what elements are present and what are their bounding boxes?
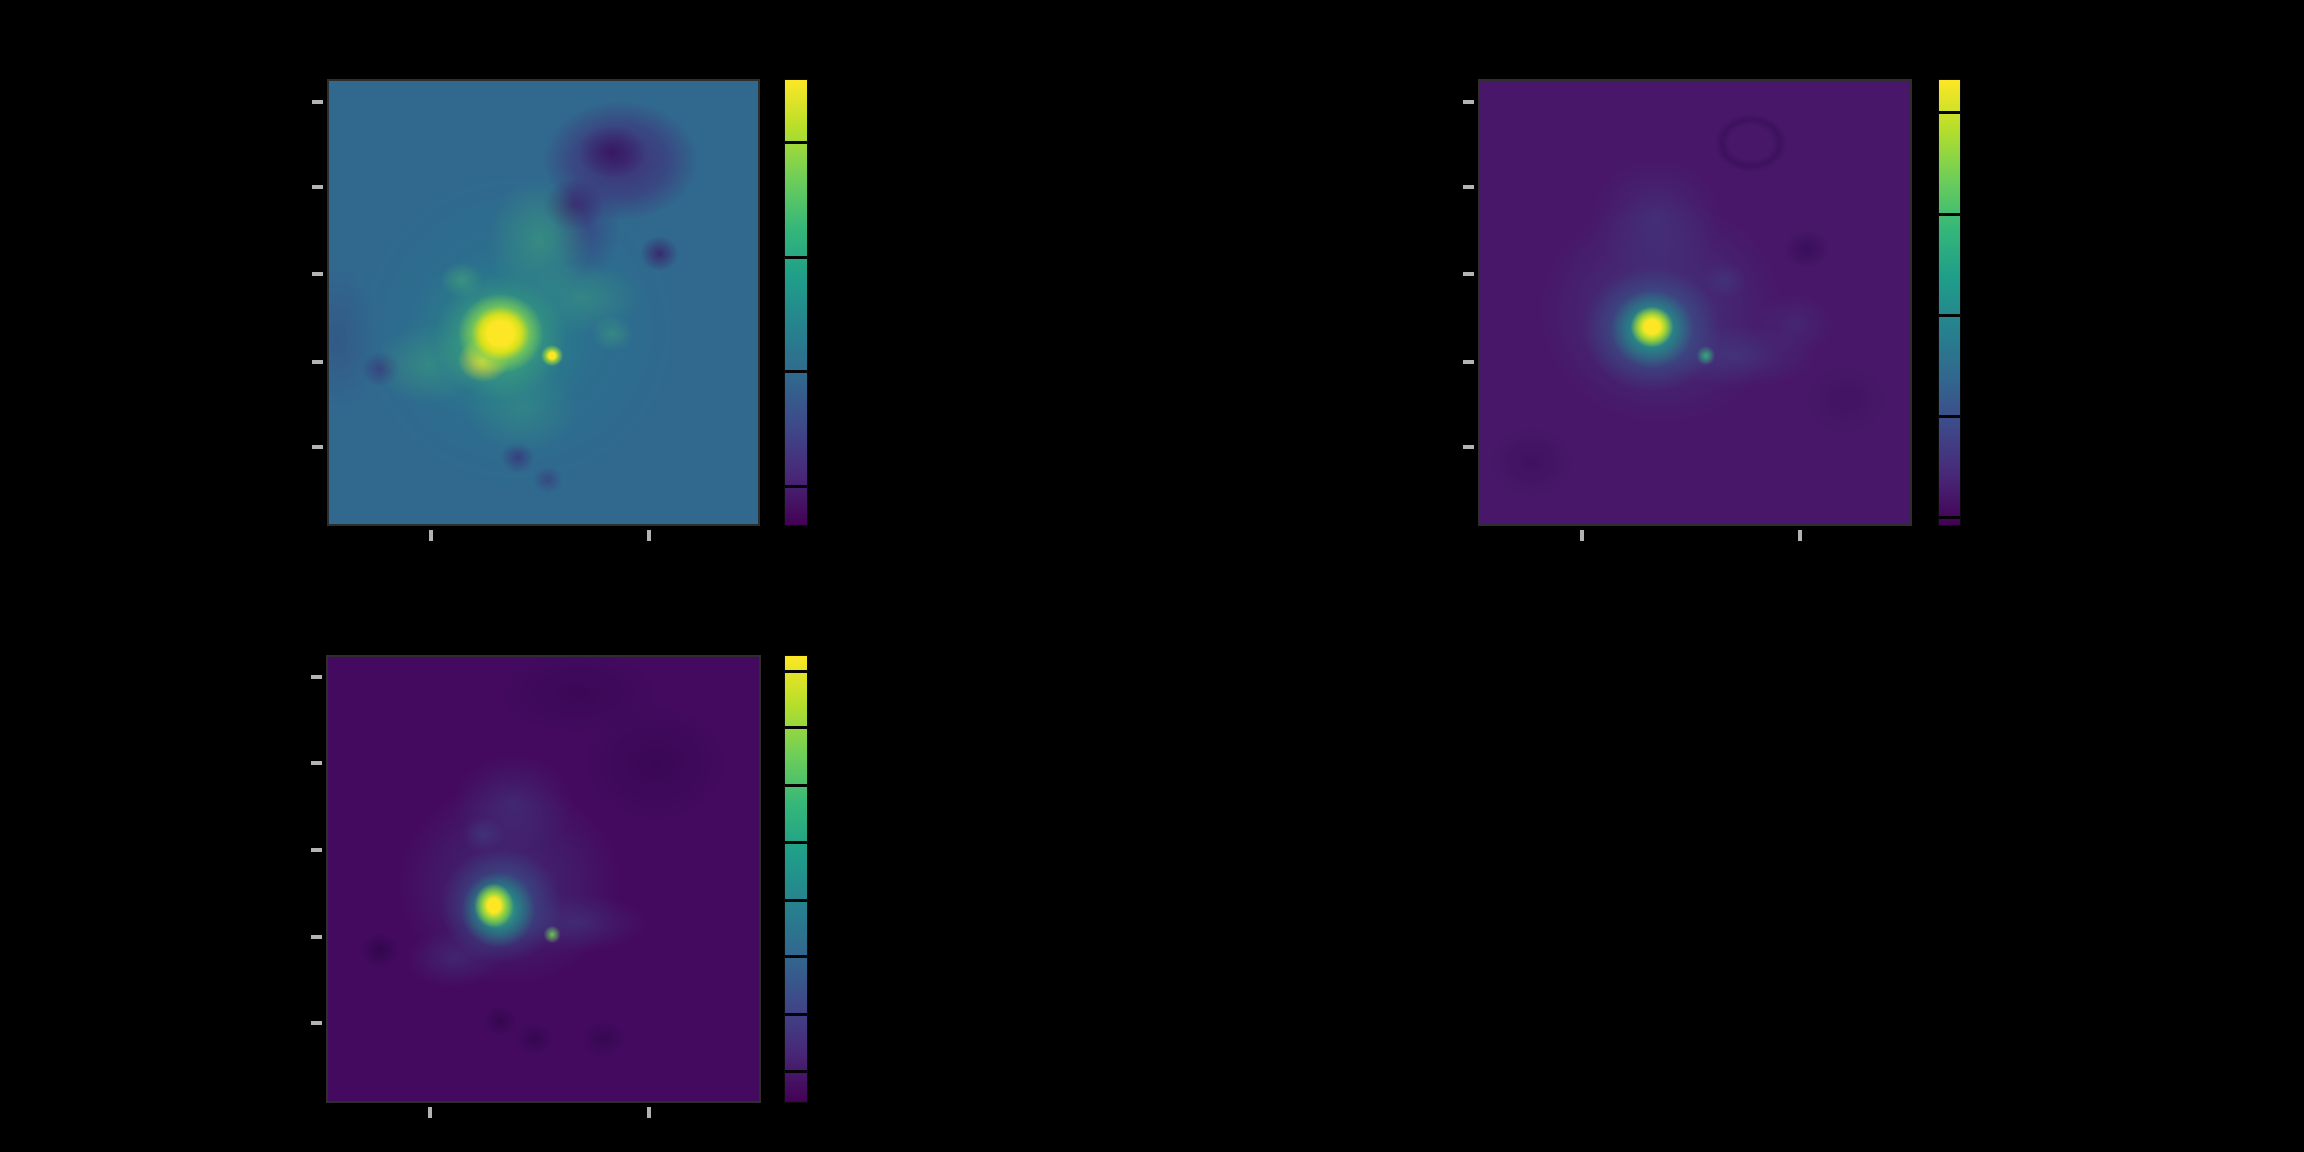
heatmap-image — [1478, 79, 1912, 526]
x-tick-mark — [646, 530, 651, 541]
colorbar-tick-line — [785, 670, 807, 674]
y-tick-mark — [1463, 359, 1474, 364]
colorbar-tick-line — [1939, 212, 1960, 216]
colorbar-tick-line — [785, 1069, 807, 1073]
colorbar-tick-line — [785, 484, 807, 488]
colorbar-tick-line — [785, 255, 807, 259]
y-tick-mark — [312, 185, 323, 190]
colorbar-tick-line — [785, 140, 807, 144]
colorbar-tick-line — [785, 726, 807, 730]
y-tick-mark — [311, 1020, 322, 1025]
panel-top-right-density-map — [1463, 79, 1912, 541]
y-tick-mark — [311, 934, 322, 939]
colorbar-tick-line — [1939, 111, 1960, 115]
colorbar-top-left — [784, 79, 808, 526]
y-tick-mark — [1463, 271, 1474, 276]
colorbar-bottom-left — [784, 655, 808, 1103]
x-tick-mark — [428, 530, 433, 541]
y-tick-mark — [312, 271, 323, 276]
y-tick-mark — [311, 847, 322, 852]
colorbar-tick-line — [785, 898, 807, 902]
y-tick-mark — [312, 444, 323, 449]
x-tick-mark — [647, 1107, 652, 1118]
colorbar-tick-line — [1939, 414, 1960, 418]
heatmap-image — [326, 655, 761, 1103]
colorbar-tick-line — [1939, 314, 1960, 318]
x-tick-mark — [1580, 530, 1585, 541]
y-tick-mark — [1463, 185, 1474, 190]
panel-bottom-left-density-map — [311, 655, 761, 1118]
x-tick-mark — [1798, 530, 1803, 541]
colorbar-tick-line — [785, 784, 807, 788]
x-tick-mark — [428, 1107, 433, 1118]
colorbar-tick-line — [785, 370, 807, 374]
colorbar-tick-line — [785, 1012, 807, 1016]
y-tick-mark — [311, 674, 322, 679]
colorbar-tick-line — [1939, 515, 1960, 519]
panel-top-left-density-map — [312, 79, 760, 541]
colorbar-top-right — [1938, 79, 1961, 526]
y-tick-mark — [1463, 99, 1474, 104]
y-tick-mark — [1463, 444, 1474, 449]
y-tick-mark — [312, 99, 323, 104]
colorbar-tick-line — [785, 955, 807, 959]
y-tick-mark — [311, 760, 322, 765]
heatmap-image — [327, 79, 760, 526]
y-tick-mark — [312, 359, 323, 364]
colorbar-tick-line — [785, 841, 807, 845]
